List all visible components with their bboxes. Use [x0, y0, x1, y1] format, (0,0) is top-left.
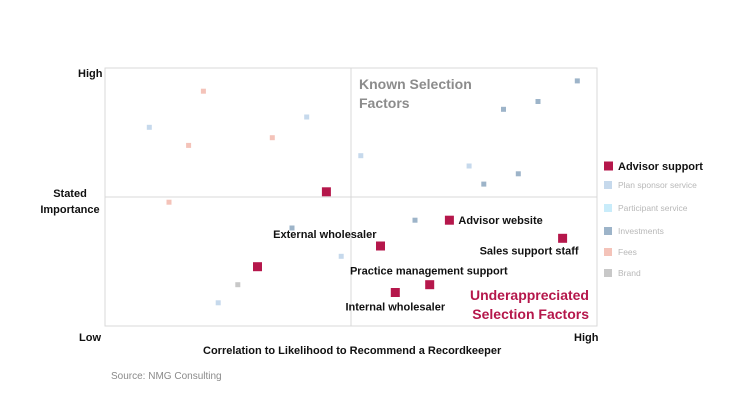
y-tick-high: High	[78, 68, 103, 80]
label-advisor-website: Advisor website	[458, 215, 542, 227]
legend-label-brand: Brand	[618, 268, 641, 278]
point-fees-3	[269, 135, 275, 141]
point-investments-3	[501, 106, 506, 112]
point-advisor-support-5	[253, 262, 262, 272]
point-advisor-support-2	[444, 215, 454, 225]
legend-swatch-advisor-support	[604, 161, 613, 171]
legend-swatch-plan-sponsor-service	[604, 181, 612, 189]
point-advisor-support-1	[321, 187, 331, 197]
point-fees-4	[166, 199, 172, 205]
label-internal-wholesaler: Internal wholesaler	[345, 302, 445, 314]
point-advisor-support-4	[376, 241, 385, 251]
underappreciated-quadrant-title-line-2: Selection Factors	[472, 306, 589, 322]
label-sales-support-staff: Sales support staff	[480, 245, 579, 257]
data-points	[146, 78, 580, 306]
point-brand-1	[235, 282, 241, 288]
x-tick-high: High	[574, 332, 599, 344]
point-plan-sponsor-service-6	[215, 300, 221, 306]
label-external-wholesaler: External wholesaler	[273, 229, 377, 241]
point-investments-4	[515, 171, 521, 177]
legend-label-investments: Investments	[618, 226, 664, 236]
point-investments-2	[535, 99, 541, 104]
known-quadrant-title-line-2: Factors	[359, 95, 410, 111]
point-advisor-support-7	[390, 288, 400, 297]
point-plan-sponsor-service-2	[304, 114, 310, 120]
underappreciated-quadrant-title-line-1: Underappreciated	[470, 287, 589, 303]
legend-label-plan-sponsor-service: Plan sponsor service	[618, 180, 697, 190]
x-axis-label: Correlation to Likelihood to Recommend a…	[203, 345, 502, 357]
point-advisor-support-6	[425, 280, 435, 290]
legend-label-advisor-support: Advisor support	[618, 161, 703, 173]
legend-swatch-investments	[604, 227, 612, 235]
legend-swatch-participant-service	[604, 204, 612, 212]
source-note: Source: NMG Consulting	[111, 371, 222, 382]
label-practice-management-support: Practice management support	[350, 266, 508, 278]
legend-label-fees: Fees	[618, 247, 637, 257]
y-axis-label-line-1: Stated	[53, 188, 87, 200]
y-axis-label-line-2: Importance	[40, 204, 99, 216]
point-plan-sponsor-service-1	[146, 124, 152, 130]
legend: Advisor support Plan sponsor service Parti…	[604, 161, 703, 278]
point-fees-2	[186, 142, 192, 148]
point-investments-1	[574, 78, 580, 84]
point-investments-7	[289, 225, 295, 231]
point-plan-sponsor-service-4	[466, 163, 472, 169]
point-investments-6	[412, 217, 418, 223]
point-investments-5	[481, 181, 487, 187]
legend-swatch-fees	[604, 248, 612, 256]
point-advisor-support-3	[558, 233, 568, 243]
legend-swatch-brand	[604, 269, 612, 277]
x-tick-low: Low	[79, 332, 101, 344]
data-point-labels: Advisor website Sales support staff Extern…	[273, 215, 579, 313]
known-quadrant-title-line-1: Known Selection	[359, 76, 472, 92]
plot-frame	[104, 67, 598, 327]
point-plan-sponsor-service-5	[338, 253, 344, 259]
legend-label-participant-service: Participant service	[618, 203, 688, 213]
point-fees-1	[200, 88, 206, 94]
point-plan-sponsor-service-3	[358, 153, 364, 159]
